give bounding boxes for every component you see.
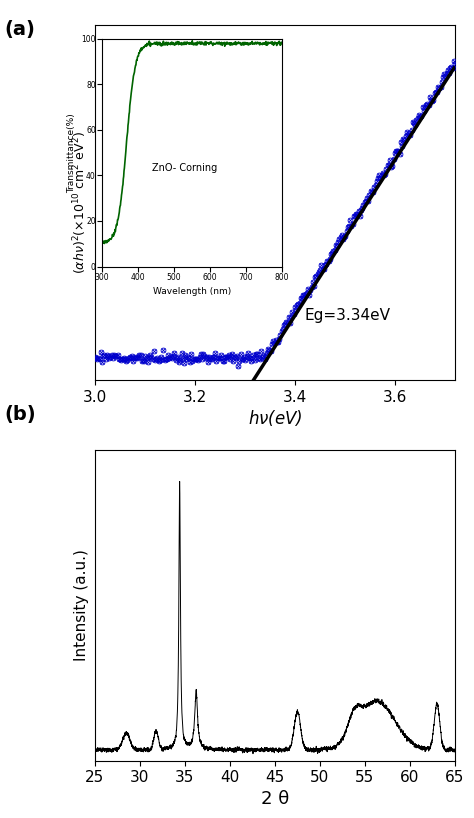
Text: (b): (b)	[5, 405, 36, 424]
Text: (a): (a)	[5, 20, 36, 39]
Text: Eg=3.34eV: Eg=3.34eV	[305, 308, 391, 323]
X-axis label: 2 θ: 2 θ	[261, 789, 289, 807]
Y-axis label: $(\alpha h\nu)^2$($\times$10$^{10}$ cm$^2$ eV$^2$): $(\alpha h\nu)^2$($\times$10$^{10}$ cm$^…	[72, 131, 89, 274]
Y-axis label: Intensity (a.u.): Intensity (a.u.)	[74, 550, 89, 661]
X-axis label: $h\nu$(eV): $h\nu$(eV)	[247, 408, 302, 428]
